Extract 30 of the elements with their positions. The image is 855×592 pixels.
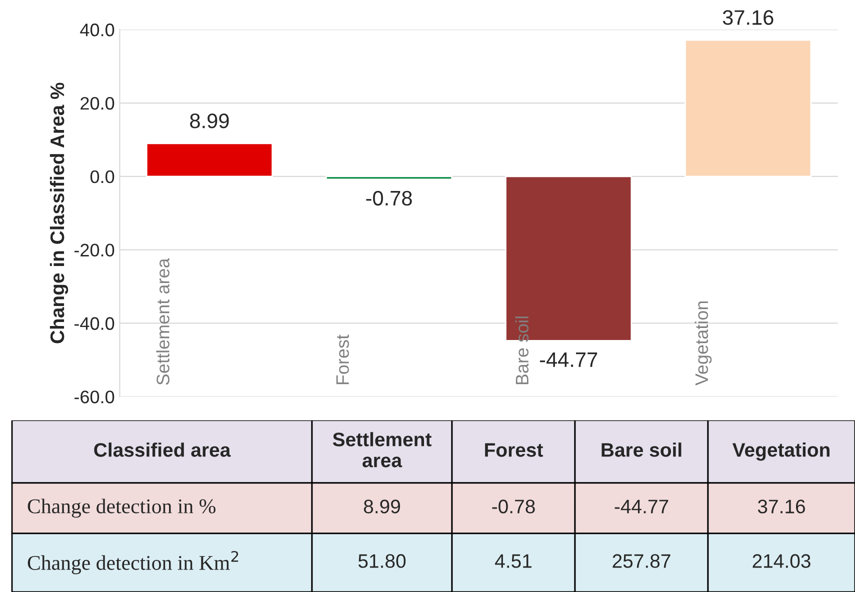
y-tick-label: 40.0 bbox=[80, 24, 114, 36]
text: 37.16 bbox=[758, 500, 805, 514]
data-label: -44.77 bbox=[540, 352, 598, 367]
x-tick-label: Vegetation bbox=[694, 301, 712, 386]
text: -0.78 bbox=[492, 500, 535, 514]
y-tick-label: 20.0 bbox=[80, 96, 114, 110]
text: 4.51 bbox=[495, 554, 532, 568]
y-axis-title: Change in Classified Area % bbox=[50, 82, 68, 344]
category-label: Vegetation bbox=[732, 442, 830, 461]
category-label: Settlement area bbox=[332, 432, 432, 468]
text: 214.03 bbox=[752, 554, 810, 568]
x-tick-label: Settlement area bbox=[156, 258, 170, 385]
text: 51.80 bbox=[358, 554, 406, 568]
text: -44.77 bbox=[614, 500, 668, 514]
text: Change detection in % bbox=[28, 498, 216, 518]
data-label: -0.78 bbox=[366, 190, 412, 206]
data-label: 37.16 bbox=[722, 10, 774, 25]
text: Classified area bbox=[94, 442, 231, 457]
text: 257.87 bbox=[612, 554, 670, 568]
category-label: Bare soil bbox=[602, 442, 682, 457]
text: 8.99 bbox=[364, 500, 400, 514]
y-tick-label: -60.0 bbox=[74, 390, 114, 404]
x-tick-label: Forest bbox=[336, 334, 349, 384]
y-tick-label: -20.0 bbox=[74, 244, 114, 257]
data-label: 8.99 bbox=[190, 114, 229, 128]
text: Change detection in Km$^{2}$ bbox=[28, 550, 238, 574]
category-label: Forest bbox=[485, 443, 543, 457]
y-tick-label: -40.0 bbox=[74, 317, 114, 330]
x-tick-label: Bare soil bbox=[515, 316, 529, 384]
y-tick-label: 0.0 bbox=[90, 170, 114, 184]
